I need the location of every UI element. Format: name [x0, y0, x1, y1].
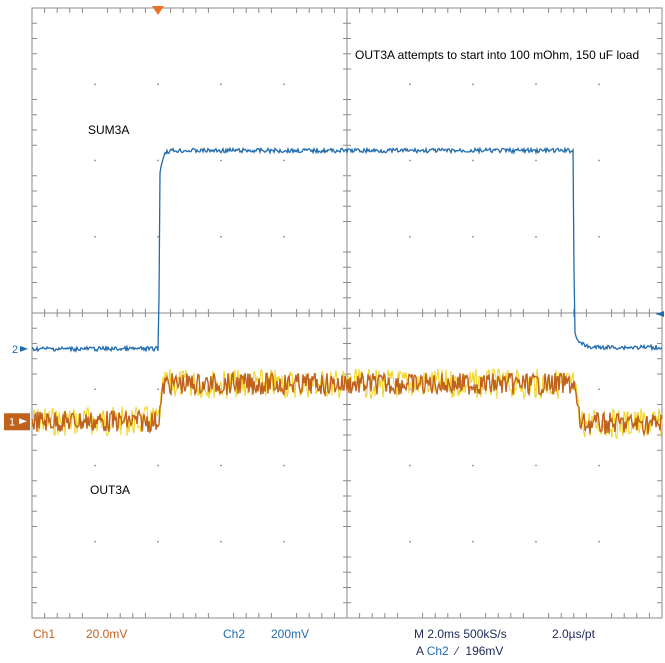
trigger-level: 196mV: [465, 644, 504, 658]
grid-dot: [94, 540, 96, 543]
series-label-sum3a: SUM3A: [88, 123, 129, 137]
grid-dot: [535, 159, 537, 162]
grid-dot: [283, 159, 285, 162]
grid-dot: [472, 540, 474, 543]
grid-dot: [94, 159, 96, 162]
ch1-label: Ch1: [33, 627, 56, 641]
grid-dot: [472, 159, 474, 162]
grid-dot: [598, 235, 600, 238]
trace-out3a-noise: [31, 368, 663, 439]
grid-dot: [409, 464, 411, 467]
trace-out3a: [31, 370, 663, 438]
grid-dot: [535, 540, 537, 543]
grid-dot: [409, 235, 411, 238]
grid-dot: [220, 83, 222, 86]
grid-dot: [598, 540, 600, 543]
grid-dot: [535, 83, 537, 86]
grid-dot: [283, 464, 285, 467]
grid-dot: [157, 540, 159, 543]
trigger-prefix: A: [416, 644, 424, 658]
grid-dot: [157, 159, 159, 162]
trigger-readout: A Ch2 ⁄ 196mV: [416, 644, 503, 658]
grid-dot: [94, 464, 96, 467]
grid-dot: [409, 540, 411, 543]
grid-dot: [220, 464, 222, 467]
grid-dot: [157, 235, 159, 238]
grid-dot: [472, 83, 474, 86]
trace-sum3a: [31, 146, 663, 354]
ch2-scale: 200mV: [271, 627, 310, 641]
sample-interval-readout: 2.0µs/pt: [552, 627, 595, 641]
grid-dot: [157, 388, 159, 391]
grid-dot: [598, 159, 600, 162]
grid-dot: [472, 235, 474, 238]
trigger-slope-icon: ⁄: [456, 644, 459, 658]
ch1-ground-marker: [4, 413, 30, 431]
grid-dot: [409, 159, 411, 162]
grid-dot: [598, 388, 600, 391]
grid-dot: [535, 235, 537, 238]
grid-dot: [598, 464, 600, 467]
graticule: [31, 7, 663, 619]
grid-dot: [283, 540, 285, 543]
ch2-ground-arrow: [20, 345, 28, 352]
ch2-label: Ch2: [223, 627, 246, 641]
traces: [31, 146, 663, 439]
grid-dot: [94, 235, 96, 238]
grid-dot: [220, 540, 222, 543]
ch1-ground-label: 1: [9, 416, 15, 428]
ch2-ground-label: 2: [12, 344, 18, 356]
grid-dot: [157, 83, 159, 86]
series-label-out3a: OUT3A: [90, 483, 130, 497]
grid-dot: [220, 159, 222, 162]
grid-dot: [598, 83, 600, 86]
grid-dot: [94, 83, 96, 86]
grid-dot: [409, 83, 411, 86]
grid-dot: [220, 235, 222, 238]
grid-dot: [283, 235, 285, 238]
grid-dot: [535, 464, 537, 467]
ch1-scale: 20.0mV: [86, 627, 128, 641]
markers: 21: [4, 6, 664, 431]
grid-dot: [283, 83, 285, 86]
grid-dot: [472, 464, 474, 467]
annotation-text: OUT3A attempts to start into 100 mOhm, 1…: [355, 48, 639, 62]
timebase-readout: M 2.0ms 500kS/s: [414, 627, 507, 641]
grid-dot: [94, 388, 96, 391]
trigger-source: Ch2: [426, 644, 449, 658]
grid-dot: [157, 464, 159, 467]
ch1-ground-arrow: [19, 418, 27, 425]
trigger-position-marker: [152, 6, 164, 15]
